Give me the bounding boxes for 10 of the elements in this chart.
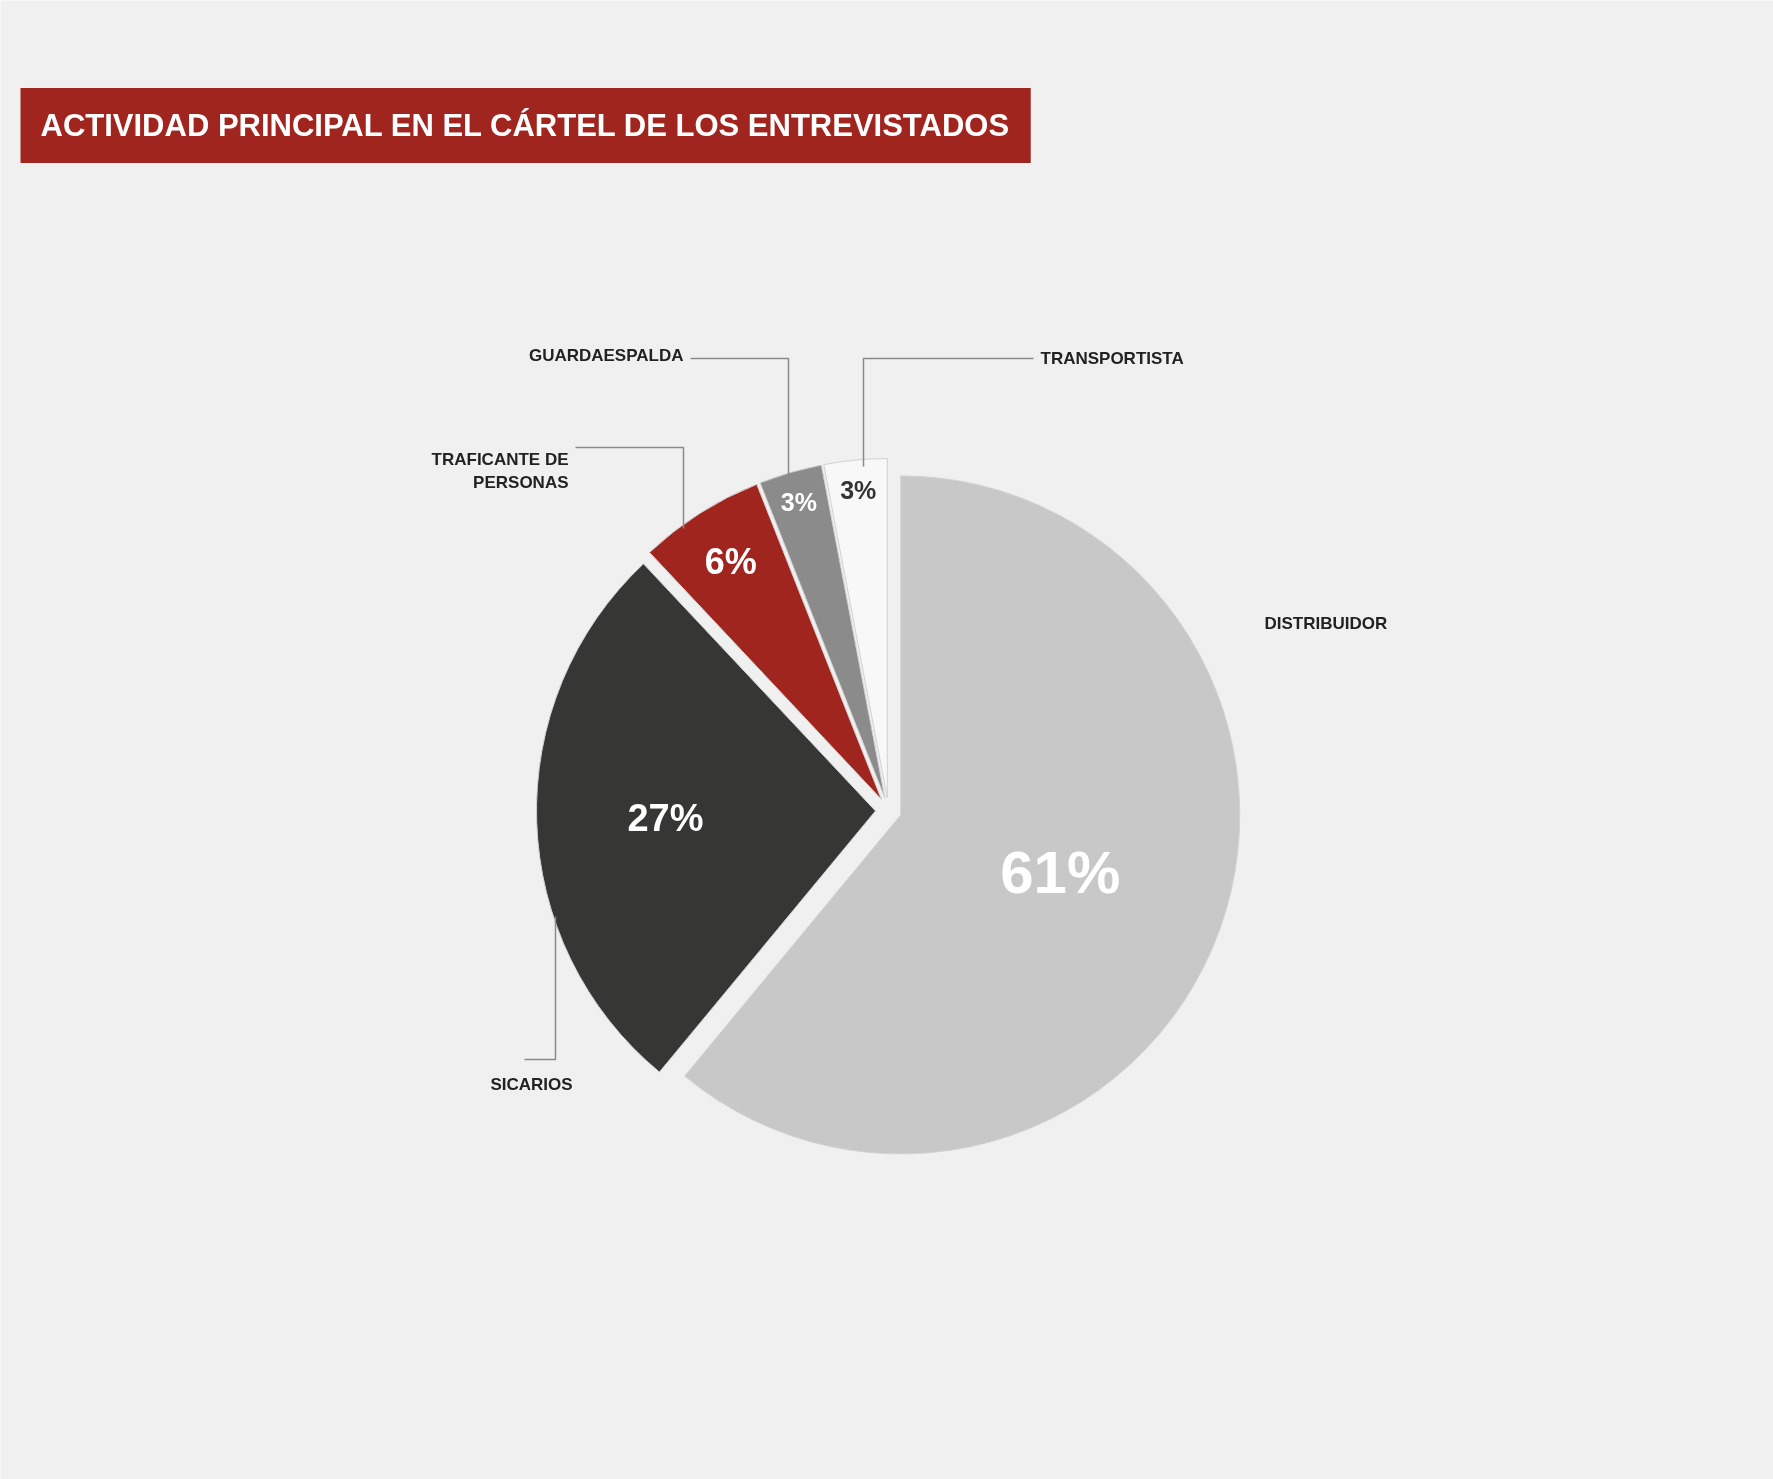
data-label: 3% (840, 476, 877, 505)
slice-label: GUARDAESPALDA (528, 346, 684, 365)
chart-title: ACTIVIDAD PRINCIPAL EN EL CÁRTEL DE LOS ENTREVISTADOS (40, 108, 1010, 143)
data-label: 27% (627, 796, 704, 839)
slice-label: DISTRIBUIDOR (1264, 614, 1388, 633)
slice-label: TRANSPORTISTA (1040, 349, 1184, 368)
slice-label: TRAFICANTE DE PERSONAS (431, 450, 569, 492)
data-label: 6% (704, 541, 757, 583)
slice-label: SICARIOS (490, 1075, 573, 1094)
data-label: 3% (780, 487, 817, 516)
